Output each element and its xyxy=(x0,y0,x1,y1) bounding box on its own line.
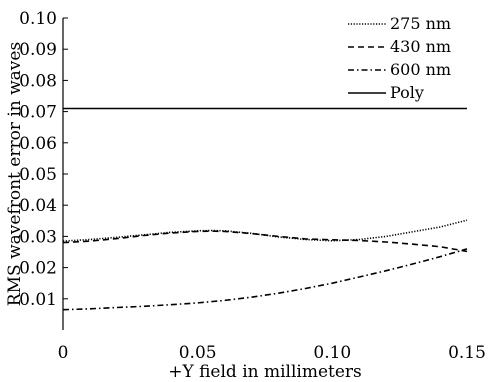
y-tick-label: 0.07 xyxy=(19,103,57,123)
legend: 275 nm 430 nm 600 nm Poly xyxy=(348,14,451,102)
series-line-dotted xyxy=(62,219,468,242)
legend-label: 430 nm xyxy=(390,37,451,56)
y-tick-label: 0.03 xyxy=(19,227,57,247)
x-axis-title: +Y field in millimeters xyxy=(168,362,362,382)
x-tick-label: 0 xyxy=(58,343,69,363)
y-axis-title: RMS wavefront error in waves xyxy=(5,42,25,306)
legend-label: Poly xyxy=(390,83,424,102)
legend-label: 600 nm xyxy=(390,60,451,79)
x-tick-label: 0.15 xyxy=(448,343,486,363)
series-layer xyxy=(62,107,468,311)
y-tick-label: 0.08 xyxy=(19,71,57,91)
y-tick-label: 0.06 xyxy=(19,134,57,154)
y-tick-label: 0.04 xyxy=(19,196,57,216)
y-tick-label: 0.05 xyxy=(19,165,57,185)
legend-label: 275 nm xyxy=(390,14,451,33)
y-tick-label: 0.09 xyxy=(19,40,57,60)
x-tick-label: 0.10 xyxy=(313,343,351,363)
y-tick-label: 0.02 xyxy=(19,259,57,279)
series-line-dashed xyxy=(62,230,468,253)
x-tick-label: 0.05 xyxy=(179,343,217,363)
y-tick-label: 0.10 xyxy=(19,9,57,29)
y-tick-label: 0.01 xyxy=(19,290,57,310)
series-line-dashdot xyxy=(62,248,468,311)
x-axis-ticks: 0 0.05 0.10 0.15 xyxy=(58,343,486,363)
y-axis-ticks: 0.01 0.02 0.03 0.04 0.05 0.06 0.07 0.08 0.09 0.10 xyxy=(19,9,68,310)
